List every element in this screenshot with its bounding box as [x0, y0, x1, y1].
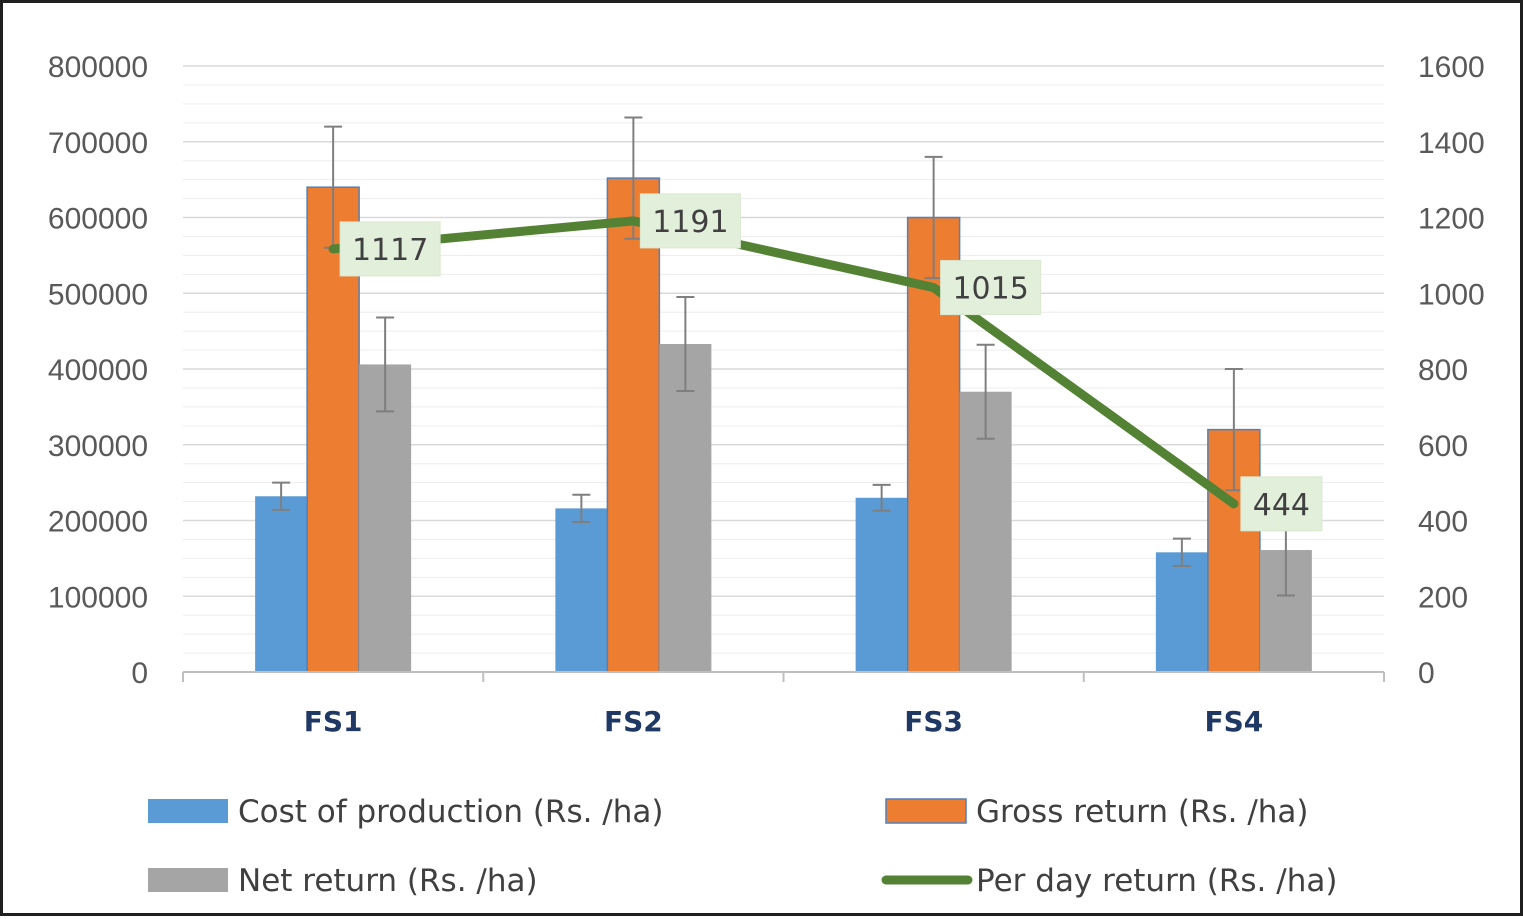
- y2-tick-label: 200: [1418, 581, 1468, 614]
- x-category-label: FS4: [1204, 705, 1263, 738]
- bar: [1155, 552, 1208, 672]
- legend-label: Per day return (Rs. /ha): [976, 863, 1337, 899]
- bar: [255, 496, 308, 672]
- axes: 0 100000 200000 300000 400000 500000 600000 700…: [48, 51, 1485, 738]
- y2-tick-label: 1000: [1418, 278, 1485, 311]
- x-category-label: FS1: [304, 705, 363, 738]
- legend-label: Gross return (Rs. /ha): [976, 794, 1309, 830]
- y2-tick-label: 1200: [1418, 203, 1485, 236]
- bar: [555, 508, 608, 672]
- legend: Cost of production (Rs. /ha) Gross return…: [148, 794, 1337, 899]
- per-day-return-line: [328, 216, 1239, 509]
- legend-swatch: [148, 799, 228, 823]
- y-tick-label: 700000: [48, 127, 148, 160]
- y2-tick-label: 600: [1418, 430, 1468, 463]
- legend-swatch: [885, 798, 967, 824]
- data-label-box: [940, 260, 1042, 316]
- bar: [659, 344, 712, 672]
- bar: [855, 497, 908, 672]
- data-label: 1015: [952, 272, 1028, 307]
- y2-tick-label: 1400: [1418, 127, 1485, 160]
- error-bars: [272, 116, 1295, 597]
- y-tick-label: 600000: [48, 203, 148, 236]
- legend-swatch: [148, 868, 228, 892]
- data-label: 1117: [352, 233, 428, 268]
- y-tick-label: 0: [131, 657, 148, 690]
- y2-tick-label: 800: [1418, 354, 1468, 387]
- y2-tick-label: 0: [1418, 657, 1435, 690]
- y-tick-label: 500000: [48, 278, 148, 311]
- data-labels: 1117 1191 1015 444: [339, 193, 1323, 532]
- y-tick-label: 100000: [48, 581, 148, 614]
- data-label-box: [339, 221, 441, 277]
- line-series: [328, 216, 1239, 509]
- data-label: 1191: [652, 205, 728, 240]
- legend-label: Cost of production (Rs. /ha): [238, 794, 664, 830]
- x-category-label: FS3: [904, 705, 963, 738]
- data-label-box: [1240, 476, 1323, 532]
- y-tick-label: 300000: [48, 430, 148, 463]
- y-tick-label: 400000: [48, 354, 148, 387]
- bar: [606, 177, 661, 673]
- y-tick-label: 800000: [48, 51, 148, 84]
- bar: [359, 364, 412, 672]
- bar-series: [255, 177, 1312, 673]
- y2-tick-label: 1600: [1418, 51, 1485, 84]
- combo-chart: 0 100000 200000 300000 400000 500000 600000 700…: [48, 51, 1485, 899]
- data-label-box: [639, 193, 741, 249]
- data-label: 444: [1253, 488, 1310, 523]
- y2-tick-label: 400: [1418, 506, 1468, 539]
- x-category-label: FS2: [604, 705, 663, 738]
- y-tick-label: 200000: [48, 506, 148, 539]
- legend-label: Net return (Rs. /ha): [238, 863, 538, 899]
